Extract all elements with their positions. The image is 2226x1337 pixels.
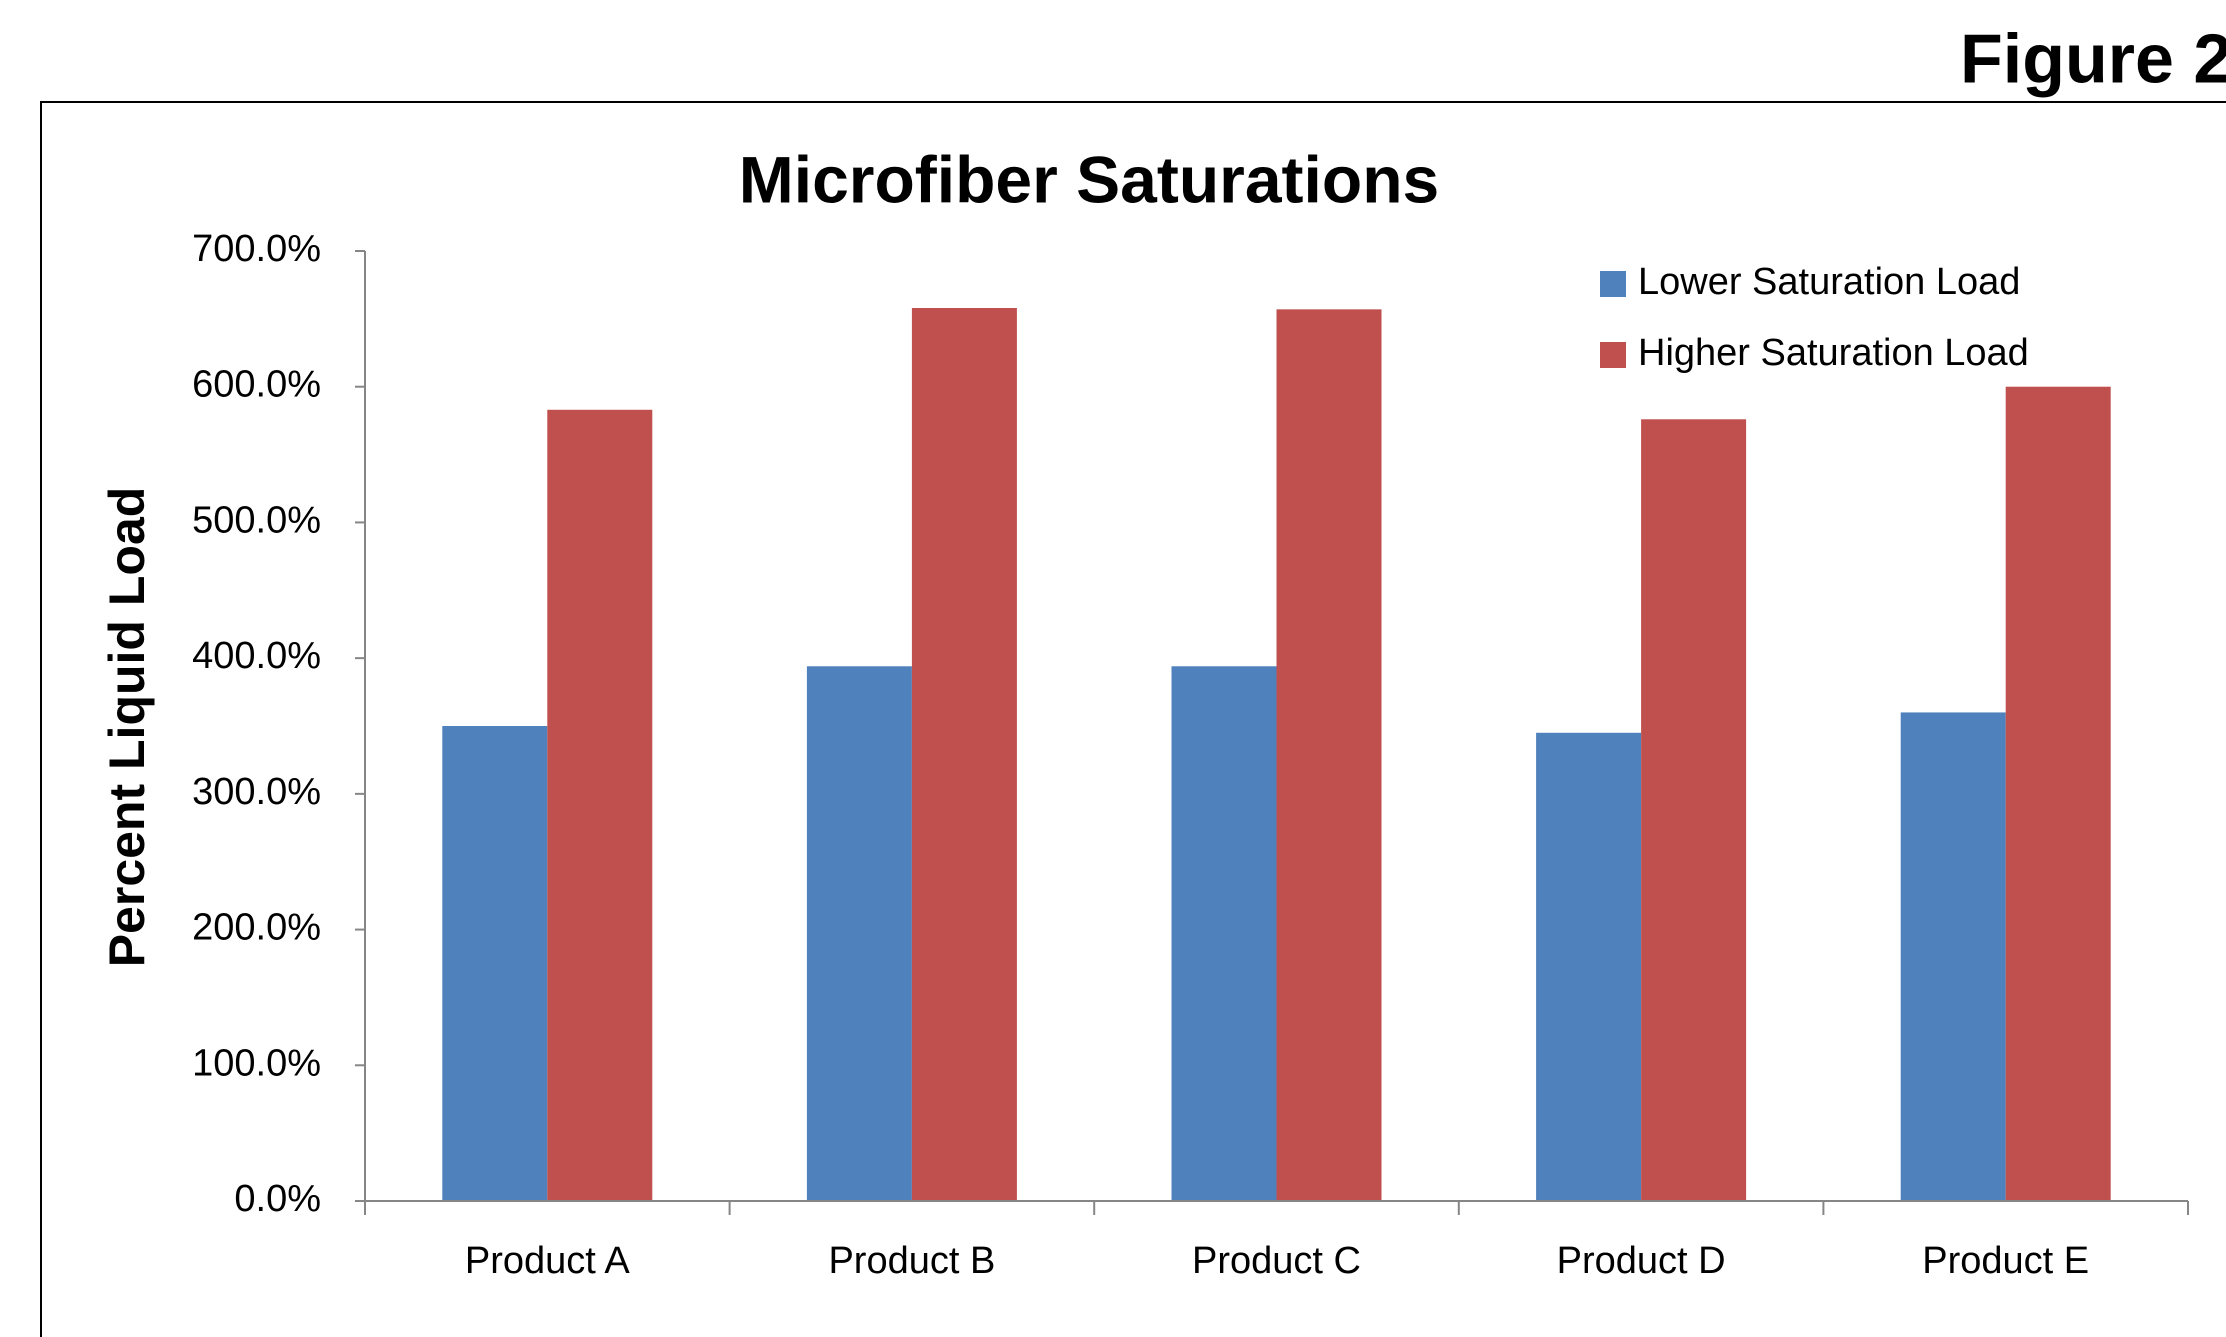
y-tick-label: 400.0% <box>192 635 321 677</box>
legend-swatch <box>1600 342 1626 368</box>
legend-label: Lower Saturation Load <box>1638 261 2020 303</box>
y-tick-label: 500.0% <box>192 499 321 541</box>
x-tick-label: Product E <box>1922 1240 2089 1282</box>
legend-label: Higher Saturation Load <box>1638 332 2029 374</box>
x-tick-label: Product C <box>1192 1240 1361 1282</box>
legend-swatch <box>1600 271 1626 297</box>
bar <box>1171 666 1277 1201</box>
y-tick-label: 300.0% <box>192 771 321 813</box>
chart-title: Microfiber Saturations <box>739 142 1439 216</box>
x-tick-label: Product D <box>1557 1240 1726 1282</box>
y-tick-label: 600.0% <box>192 364 321 406</box>
bar <box>547 409 653 1201</box>
bar <box>1276 309 1382 1201</box>
y-tick-label: 700.0% <box>192 228 321 270</box>
y-tick-label: 0.0% <box>234 1178 321 1220</box>
x-tick-label: Product A <box>465 1240 630 1282</box>
bar <box>911 308 1017 1201</box>
chart-border <box>40 101 2226 1337</box>
bar <box>442 726 548 1201</box>
bar <box>806 666 912 1201</box>
y-axis-label: Percent Liquid Load <box>99 487 155 968</box>
y-tick-label: 200.0% <box>192 907 321 949</box>
bar <box>2005 386 2111 1201</box>
bar <box>1900 712 2006 1201</box>
x-tick-label: Product B <box>828 1240 995 1282</box>
y-tick-label: 100.0% <box>192 1042 321 1084</box>
bar <box>1536 732 1642 1201</box>
bar <box>1641 419 1747 1201</box>
figure-label: Figure 2 <box>1960 19 2226 97</box>
